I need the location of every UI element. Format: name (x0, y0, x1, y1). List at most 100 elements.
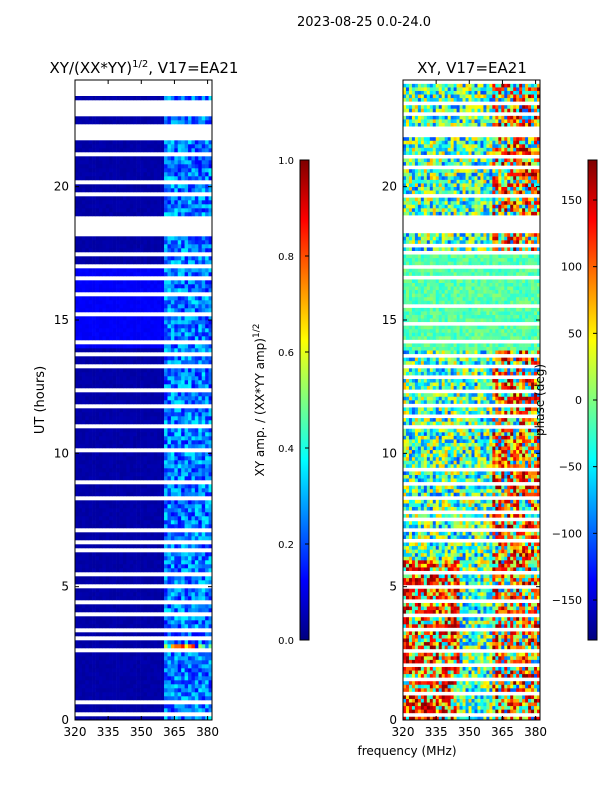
heatmap-cell (465, 695, 469, 699)
heatmap-cell (116, 272, 120, 277)
heatmap-cell (164, 568, 168, 573)
heatmap-cell (140, 508, 144, 513)
heatmap-cell (102, 556, 107, 561)
heatmap-cell (119, 144, 124, 149)
heatmap-cell (170, 360, 175, 365)
heatmap-cell (95, 456, 100, 461)
heatmap-cell (153, 624, 158, 629)
heatmap-cell (109, 324, 113, 329)
heatmap-cell (474, 698, 478, 703)
heatmap-cell (205, 236, 209, 241)
heatmap-cell (164, 300, 168, 305)
heatmap-cell (177, 688, 182, 693)
heatmap-cell (122, 500, 127, 505)
heatmap-cell (420, 705, 425, 710)
heatmap-cell (164, 588, 168, 593)
heatmap-cell (136, 620, 141, 625)
heatmap-cell (75, 400, 79, 405)
heatmap-cell (126, 412, 131, 417)
heatmap-cell (208, 472, 213, 477)
heatmap-cell (119, 208, 124, 213)
heatmap-cell (95, 428, 100, 433)
heatmap-cell (126, 140, 131, 145)
heatmap-cell (198, 204, 203, 209)
heatmap-cell (181, 660, 185, 665)
heatmap-cell (85, 176, 89, 181)
heatmap-cell (81, 640, 86, 645)
heatmap-cell (78, 472, 83, 477)
heatmap-cell (181, 696, 185, 701)
heatmap-cell (78, 396, 83, 401)
heatmap-cell (136, 592, 141, 597)
heatmap-cell (194, 116, 199, 121)
heatmap-cell (102, 492, 107, 497)
heatmap-cell (201, 240, 206, 245)
heatmap-cell (201, 260, 206, 265)
heatmap-cell (98, 400, 103, 405)
heatmap-cell (140, 268, 144, 273)
colorbar-tick-label: 1.0 (278, 156, 294, 167)
heatmap-cell (88, 672, 93, 677)
heatmap-cell (112, 532, 117, 537)
heatmap-cell (129, 256, 134, 261)
heatmap-cell (140, 568, 144, 573)
heatmap-cell (95, 440, 100, 445)
heatmap-cell (150, 620, 155, 625)
heatmap-cell (208, 144, 213, 149)
figure-title: 2023-08-25 0.0-24.0 (297, 15, 431, 30)
heatmap-cell (105, 608, 110, 613)
heatmap-cell (150, 400, 155, 405)
heatmap-cell (78, 188, 83, 193)
heatmap-cell (109, 304, 113, 309)
heatmap-cell (170, 456, 175, 461)
heatmap-cell (112, 412, 117, 417)
heatmap-cell (126, 148, 131, 153)
heatmap-cell (146, 420, 151, 425)
heatmap-cell (522, 695, 526, 699)
heatmap-cell (81, 356, 86, 361)
heatmap-cell (140, 144, 144, 149)
heatmap-cell (95, 652, 100, 657)
heatmap-cell (160, 272, 165, 277)
heatmap-cell (201, 468, 206, 473)
heatmap-cell (133, 380, 137, 385)
heatmap-cell (170, 524, 175, 529)
heatmap-cell (88, 244, 93, 249)
heatmap-cell (153, 348, 158, 353)
heatmap-cell (81, 476, 86, 481)
heatmap-cell (143, 176, 148, 181)
heatmap-cell (136, 704, 141, 709)
heatmap-cell (75, 380, 79, 385)
heatmap-cell (160, 588, 165, 593)
heatmap-cell (105, 660, 110, 665)
heatmap-cell (164, 552, 168, 557)
heatmap-cell (133, 704, 137, 709)
heatmap-cell (109, 536, 113, 541)
heatmap-cell (126, 360, 131, 365)
heatmap-cell (177, 596, 182, 601)
heatmap-cell (498, 695, 502, 699)
heatmap-cell (140, 412, 144, 417)
heatmap-cell (112, 244, 117, 249)
heatmap-cell (75, 692, 79, 697)
heatmap-cell (75, 684, 79, 689)
heatmap-cell (95, 316, 100, 321)
heatmap-cell (194, 288, 199, 293)
heatmap-cell (198, 420, 203, 425)
heatmap-cell (102, 116, 107, 121)
heatmap-cell (184, 704, 189, 709)
heatmap-cell (435, 684, 440, 689)
heatmap-cell (75, 624, 79, 629)
heatmap-cell (146, 408, 151, 413)
heatmap-cell (143, 556, 148, 561)
heatmap-cell (102, 616, 107, 621)
heatmap-cell (95, 692, 100, 697)
heatmap-cell (208, 500, 213, 505)
heatmap-cell (188, 532, 192, 537)
heatmap-cell (136, 200, 141, 205)
heatmap-cell (174, 176, 179, 181)
heatmap-cell (112, 632, 117, 637)
heatmap-cell (177, 156, 182, 161)
heatmap-cell (177, 692, 182, 697)
heatmap-cell (105, 256, 110, 261)
